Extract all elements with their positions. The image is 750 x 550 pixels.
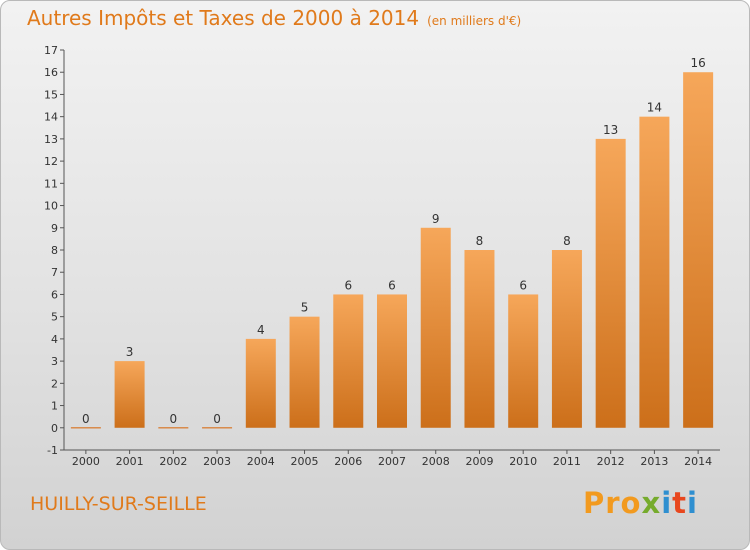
- x-tick-label: 2006: [334, 455, 362, 468]
- bar-value-label: 6: [519, 278, 527, 292]
- y-tick-label: 10: [44, 200, 58, 213]
- bar: [420, 227, 451, 428]
- bar-value-label: 5: [301, 301, 309, 315]
- y-tick-label: 11: [44, 177, 58, 190]
- bar-value-label: 6: [344, 278, 352, 292]
- bar: [595, 138, 626, 428]
- bar-value-label: 4: [257, 323, 265, 337]
- bar-value-label: 0: [82, 412, 90, 426]
- x-tick-label: 2008: [422, 455, 450, 468]
- y-tick-label: -1: [47, 444, 58, 457]
- bar-value-label: 16: [690, 56, 705, 70]
- bar: [114, 361, 145, 428]
- bar: [70, 427, 101, 429]
- y-tick-label: 15: [44, 88, 58, 101]
- bar: [683, 72, 714, 428]
- bar: [245, 338, 276, 428]
- x-tick-label: 2005: [291, 455, 319, 468]
- y-tick-label: 9: [51, 222, 58, 235]
- bar: [508, 294, 539, 428]
- bar: [289, 316, 320, 428]
- bar-value-label: 9: [432, 212, 440, 226]
- y-tick-label: 16: [44, 66, 58, 79]
- title-main: Autres Impôts et Taxes de 2000 à 2014: [27, 6, 420, 30]
- y-tick-label: 5: [51, 311, 58, 324]
- y-tick-label: 1: [51, 400, 58, 413]
- chart-title: Autres Impôts et Taxes de 2000 à 2014 (en…: [27, 6, 521, 30]
- y-tick-label: 6: [51, 288, 58, 301]
- commune-name: HUILLY-SUR-SEILLE: [30, 493, 207, 515]
- x-tick-label: 2011: [553, 455, 581, 468]
- bar-value-label: 8: [563, 234, 571, 248]
- y-tick-label: 3: [51, 355, 58, 368]
- x-tick-label: 2001: [116, 455, 144, 468]
- bar: [551, 250, 582, 428]
- x-tick-label: 2003: [203, 455, 231, 468]
- x-tick-label: 2002: [159, 455, 187, 468]
- y-tick-label: 14: [44, 111, 58, 124]
- y-tick-label: 2: [51, 377, 58, 390]
- bar: [158, 427, 189, 429]
- bar-value-label: 14: [647, 101, 662, 115]
- x-tick-label: 2012: [597, 455, 625, 468]
- bar: [639, 116, 670, 428]
- x-tick-label: 2010: [509, 455, 537, 468]
- x-tick-label: 2014: [684, 455, 712, 468]
- y-tick-label: 17: [44, 44, 58, 57]
- x-tick-label: 2004: [247, 455, 275, 468]
- y-tick-label: 4: [51, 333, 58, 346]
- x-tick-label: 2013: [640, 455, 668, 468]
- y-tick-label: 13: [44, 133, 58, 146]
- bar: [202, 427, 233, 429]
- x-tick-label: 2009: [465, 455, 493, 468]
- title-unit: (en milliers d'€): [427, 14, 522, 28]
- bar: [464, 250, 495, 428]
- bar: [377, 294, 407, 428]
- bar-value-label: 0: [170, 412, 178, 426]
- proxiti-logo: Proxiti: [583, 486, 698, 520]
- y-tick-label: 12: [44, 155, 58, 168]
- y-tick-label: 8: [51, 244, 58, 257]
- x-tick-label: 2007: [378, 455, 406, 468]
- bar-value-label: 0: [213, 412, 221, 426]
- bar-value-label: 8: [476, 234, 484, 248]
- bar-value-label: 3: [126, 345, 134, 359]
- x-tick-label: 2000: [72, 455, 100, 468]
- y-tick-label: 7: [51, 266, 58, 279]
- y-tick-label: 0: [51, 422, 58, 435]
- bar: [333, 294, 364, 428]
- bar-value-label: 6: [388, 278, 396, 292]
- bar-value-label: 13: [603, 123, 618, 137]
